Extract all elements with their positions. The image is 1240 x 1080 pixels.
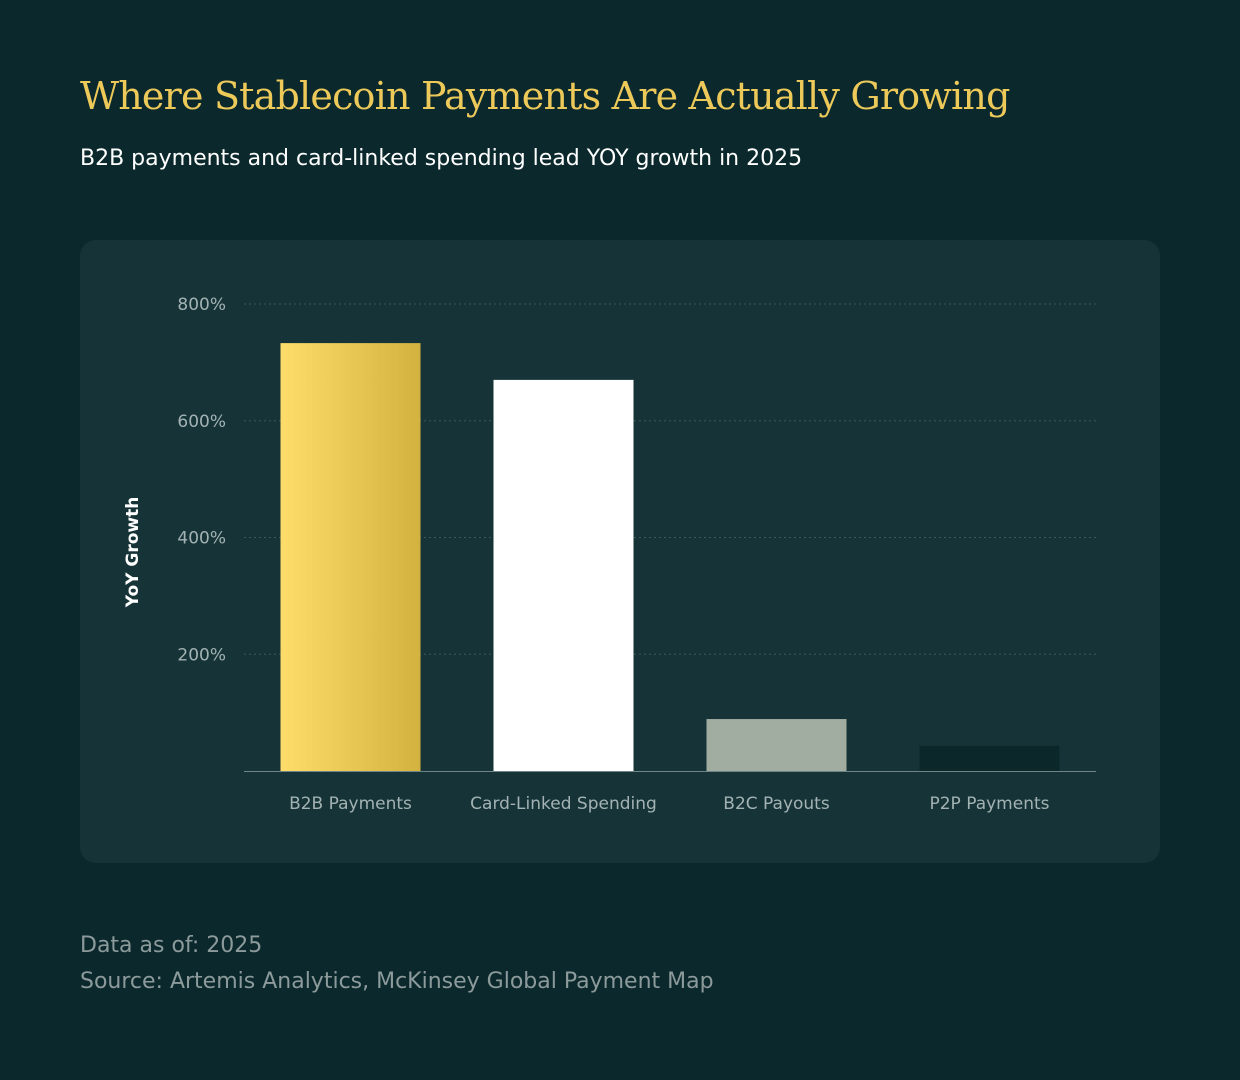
bar-b2b-payments bbox=[280, 343, 421, 771]
data-as-of: Data as of: 2025 bbox=[80, 933, 263, 958]
bar-p2p-payments bbox=[919, 745, 1060, 771]
x-tick-label: P2P Payments bbox=[929, 794, 1049, 814]
x-axis-ticks: B2B Payments Card-Linked Spending B2C Payo… bbox=[289, 794, 1050, 814]
y-tick-label: 400% bbox=[177, 529, 226, 549]
source-note: Source: Artemis Analytics, McKinsey Glob… bbox=[80, 969, 714, 994]
chart-title: Where Stablecoin Payments Are Actually G… bbox=[80, 74, 1010, 118]
bar-card-linked-spending bbox=[493, 379, 634, 771]
y-tick-label: 600% bbox=[177, 412, 226, 432]
y-axis-label: YoY Growth bbox=[123, 497, 143, 609]
x-tick-label: B2B Payments bbox=[289, 794, 412, 814]
bars bbox=[280, 343, 1060, 771]
x-tick-label: Card-Linked Spending bbox=[470, 794, 657, 814]
x-tick-label: B2C Payouts bbox=[723, 794, 830, 814]
bar-b2c-payouts bbox=[706, 719, 847, 771]
chart-card: 200% 400% 600% 800% YoY Growth B2B Payments… bbox=[80, 240, 1160, 863]
chart-subtitle: B2B payments and card-linked spending le… bbox=[80, 146, 803, 171]
y-tick-label: 800% bbox=[177, 295, 226, 315]
chart-footer: Data as of: 2025 Source: Artemis Analyti… bbox=[80, 928, 714, 1000]
y-tick-label: 200% bbox=[177, 645, 226, 665]
bar-chart: 200% 400% 600% 800% YoY Growth B2B Payments… bbox=[123, 295, 1096, 814]
y-axis-ticks: 200% 400% 600% 800% bbox=[177, 295, 226, 665]
